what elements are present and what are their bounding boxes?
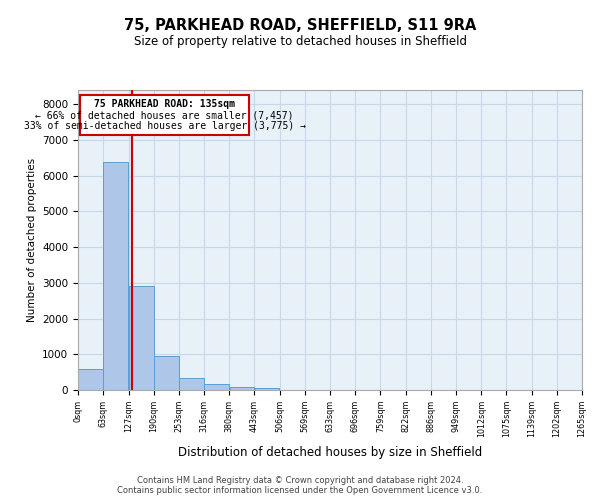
Bar — [78, 370, 103, 390]
Text: 75 PARKHEAD ROAD: 135sqm: 75 PARKHEAD ROAD: 135sqm — [94, 99, 235, 109]
Text: Size of property relative to detached houses in Sheffield: Size of property relative to detached ho… — [133, 35, 467, 48]
Bar — [129, 286, 154, 390]
Bar — [154, 356, 179, 390]
Text: Contains public sector information licensed under the Open Government Licence v3: Contains public sector information licen… — [118, 486, 482, 495]
Bar — [179, 378, 204, 390]
X-axis label: Distribution of detached houses by size in Sheffield: Distribution of detached houses by size … — [178, 446, 482, 458]
Text: Contains HM Land Registry data © Crown copyright and database right 2024.: Contains HM Land Registry data © Crown c… — [137, 476, 463, 485]
Y-axis label: Number of detached properties: Number of detached properties — [26, 158, 37, 322]
FancyBboxPatch shape — [80, 96, 250, 134]
Text: 75, PARKHEAD ROAD, SHEFFIELD, S11 9RA: 75, PARKHEAD ROAD, SHEFFIELD, S11 9RA — [124, 18, 476, 32]
Text: 33% of semi-detached houses are larger (3,775) →: 33% of semi-detached houses are larger (… — [23, 121, 305, 131]
Bar — [103, 162, 128, 390]
Bar — [204, 384, 229, 390]
Bar — [254, 388, 280, 390]
Text: ← 66% of detached houses are smaller (7,457): ← 66% of detached houses are smaller (7,… — [35, 110, 294, 120]
Bar — [230, 387, 254, 390]
